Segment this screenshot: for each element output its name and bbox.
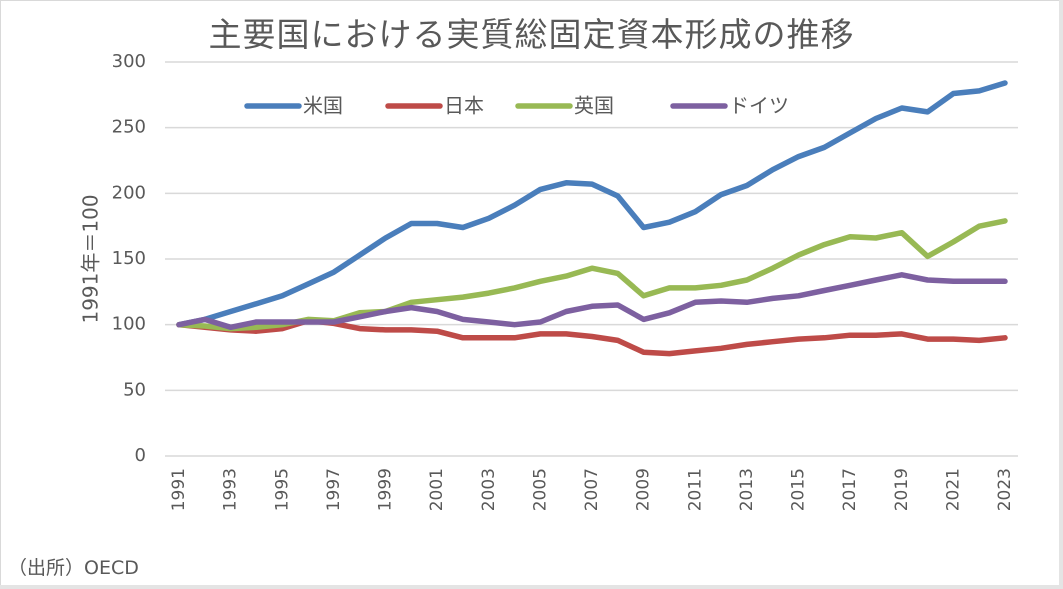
y-tick-label: 300 [112, 51, 146, 72]
gridlines [165, 61, 1018, 457]
series-line-3 [176, 272, 1008, 331]
y-tick-label: 250 [112, 117, 146, 138]
x-tick-label: 2021 [943, 468, 963, 511]
x-tick-label: 1993 [221, 468, 241, 511]
frame-shadow-right [1059, 0, 1063, 589]
legend-item-2: 英国 [515, 94, 614, 118]
x-tick-label: 2009 [634, 468, 654, 511]
frame-shadow-bottom [0, 585, 1063, 589]
y-tick-label: 150 [112, 248, 146, 269]
x-tick-label: 2015 [789, 468, 809, 511]
series-line-0 [176, 80, 1008, 328]
x-tick-label: 2017 [840, 468, 860, 511]
x-tick-label: 2003 [479, 468, 499, 511]
legend-label: ドイツ [729, 94, 789, 118]
x-tick-label: 2007 [582, 468, 602, 511]
x-axis-ticks: 1991 1993 1995 1997 1999 2001 2003 2005 2007 2009… [169, 468, 1015, 511]
x-tick-label: 1995 [272, 468, 292, 511]
x-tick-label: 2019 [892, 468, 912, 511]
x-tick-label: 2011 [685, 468, 705, 511]
y-tick-label: 200 [112, 182, 146, 203]
x-tick-label: 2005 [530, 468, 550, 511]
legend-label: 米国 [303, 94, 343, 118]
x-tick-label: 1991 [169, 468, 189, 511]
y-tick-label: 100 [112, 314, 146, 335]
series-line-1 [176, 317, 1008, 357]
x-tick-label: 1999 [376, 468, 396, 511]
source-note: （出所）OECD [8, 557, 139, 579]
x-tick-label: 2013 [737, 468, 757, 511]
series-line-2 [176, 218, 1008, 332]
legend-item-3: ドイツ [670, 94, 789, 118]
legend-label: 英国 [574, 94, 614, 118]
chart-title: 主要国における実質総固定資本形成の推移 [208, 15, 855, 54]
legend: 米国 日本 英国 ドイツ [244, 94, 789, 118]
x-tick-label: 1997 [324, 468, 344, 511]
y-tick-label: 0 [135, 445, 146, 466]
series-lines [176, 80, 1008, 357]
x-tick-label: 2023 [995, 468, 1015, 511]
y-axis-label: 1991年＝100 [79, 194, 103, 323]
legend-label: 日本 [444, 94, 484, 118]
y-axis-ticks: 0 50 100 150 200 250 300 [112, 51, 146, 466]
x-tick-label: 2001 [427, 468, 447, 511]
legend-item-0: 米国 [244, 94, 343, 118]
y-tick-label: 50 [123, 379, 146, 400]
legend-item-1: 日本 [385, 94, 484, 118]
